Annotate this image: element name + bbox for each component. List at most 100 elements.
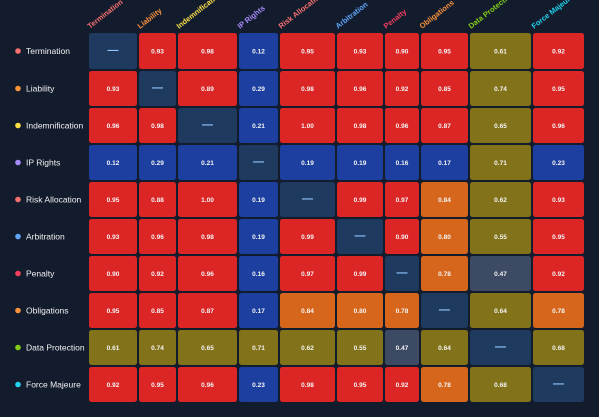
cell-1-9[interactable] bbox=[533, 71, 584, 106]
cell-7-4[interactable] bbox=[280, 293, 335, 328]
cell-4-8[interactable] bbox=[470, 182, 531, 217]
cell-1-7[interactable] bbox=[421, 71, 468, 106]
cell-5-0[interactable] bbox=[89, 219, 137, 254]
cell-7-2[interactable] bbox=[178, 293, 237, 328]
cell-5-9[interactable] bbox=[533, 219, 584, 254]
cell-3-1[interactable] bbox=[139, 145, 176, 180]
cell-6-0[interactable] bbox=[89, 256, 137, 291]
cell-9-1[interactable] bbox=[139, 367, 176, 402]
cell-3-8[interactable] bbox=[470, 145, 531, 180]
cell-8-1[interactable] bbox=[139, 330, 176, 365]
cell-8-2[interactable] bbox=[178, 330, 237, 365]
cell-0-0[interactable] bbox=[89, 33, 137, 69]
cell-6-4[interactable] bbox=[280, 256, 335, 291]
cell-2-9[interactable] bbox=[533, 108, 584, 143]
cell-3-7[interactable] bbox=[421, 145, 468, 180]
cell-7-7[interactable] bbox=[421, 293, 468, 328]
cell-1-5[interactable] bbox=[337, 71, 383, 106]
cell-5-5[interactable] bbox=[337, 219, 383, 254]
cell-2-2[interactable] bbox=[178, 108, 237, 143]
cell-9-7[interactable] bbox=[421, 367, 468, 402]
cell-5-1[interactable] bbox=[139, 219, 176, 254]
cell-2-0[interactable] bbox=[89, 108, 137, 143]
cell-4-6[interactable] bbox=[385, 182, 419, 217]
cell-2-1[interactable] bbox=[139, 108, 176, 143]
cell-3-0[interactable] bbox=[89, 145, 137, 180]
cell-6-3[interactable] bbox=[239, 256, 278, 291]
cell-8-6[interactable] bbox=[385, 330, 419, 365]
cell-0-4[interactable] bbox=[280, 33, 335, 69]
cell-2-5[interactable] bbox=[337, 108, 383, 143]
cell-8-0[interactable] bbox=[89, 330, 137, 365]
cell-8-4[interactable] bbox=[280, 330, 335, 365]
cell-1-4[interactable] bbox=[280, 71, 335, 106]
cell-0-6[interactable] bbox=[385, 33, 419, 69]
cell-3-5[interactable] bbox=[337, 145, 383, 180]
cell-3-3[interactable] bbox=[239, 145, 278, 180]
cell-9-6[interactable] bbox=[385, 367, 419, 402]
cell-9-5[interactable] bbox=[337, 367, 383, 402]
cell-2-8[interactable] bbox=[470, 108, 531, 143]
cell-6-6[interactable] bbox=[385, 256, 419, 291]
cell-3-2[interactable] bbox=[178, 145, 237, 180]
cell-4-2[interactable] bbox=[178, 182, 237, 217]
cell-8-5[interactable] bbox=[337, 330, 383, 365]
cell-9-0[interactable] bbox=[89, 367, 137, 402]
cell-1-8[interactable] bbox=[470, 71, 531, 106]
cell-9-9[interactable] bbox=[533, 367, 584, 402]
cell-2-7[interactable] bbox=[421, 108, 468, 143]
cell-4-0[interactable] bbox=[89, 182, 137, 217]
cell-0-3[interactable] bbox=[239, 33, 278, 69]
cell-4-4[interactable] bbox=[280, 182, 335, 217]
cell-7-9[interactable] bbox=[533, 293, 584, 328]
cell-1-6[interactable] bbox=[385, 71, 419, 106]
cell-5-2[interactable] bbox=[178, 219, 237, 254]
cell-0-9[interactable] bbox=[533, 33, 584, 69]
cell-3-6[interactable] bbox=[385, 145, 419, 180]
cell-6-1[interactable] bbox=[139, 256, 176, 291]
cell-4-3[interactable] bbox=[239, 182, 278, 217]
cell-0-7[interactable] bbox=[421, 33, 468, 69]
cell-8-9[interactable] bbox=[533, 330, 584, 365]
cell-6-8[interactable] bbox=[470, 256, 531, 291]
cell-6-5[interactable] bbox=[337, 256, 383, 291]
cell-8-8[interactable] bbox=[470, 330, 531, 365]
cell-7-0[interactable] bbox=[89, 293, 137, 328]
cell-7-8[interactable] bbox=[470, 293, 531, 328]
cell-0-5[interactable] bbox=[337, 33, 383, 69]
cell-1-2[interactable] bbox=[178, 71, 237, 106]
cell-6-7[interactable] bbox=[421, 256, 468, 291]
cell-1-0[interactable] bbox=[89, 71, 137, 106]
cell-9-8[interactable] bbox=[470, 367, 531, 402]
cell-3-4[interactable] bbox=[280, 145, 335, 180]
cell-5-8[interactable] bbox=[470, 219, 531, 254]
cell-2-6[interactable] bbox=[385, 108, 419, 143]
cell-2-4[interactable] bbox=[280, 108, 335, 143]
cell-2-3[interactable] bbox=[239, 108, 278, 143]
cell-7-5[interactable] bbox=[337, 293, 383, 328]
cell-4-5[interactable] bbox=[337, 182, 383, 217]
cell-8-7[interactable] bbox=[421, 330, 468, 365]
cell-9-4[interactable] bbox=[280, 367, 335, 402]
cell-7-3[interactable] bbox=[239, 293, 278, 328]
cell-8-3[interactable] bbox=[239, 330, 278, 365]
cell-4-1[interactable] bbox=[139, 182, 176, 217]
cell-7-1[interactable] bbox=[139, 293, 176, 328]
cell-0-8[interactable] bbox=[470, 33, 531, 69]
cell-6-9[interactable] bbox=[533, 256, 584, 291]
cell-0-2[interactable] bbox=[178, 33, 237, 69]
cell-4-9[interactable] bbox=[533, 182, 584, 217]
cell-7-6[interactable] bbox=[385, 293, 419, 328]
cell-0-1[interactable] bbox=[139, 33, 176, 69]
cell-5-3[interactable] bbox=[239, 219, 278, 254]
cell-3-9[interactable] bbox=[533, 145, 584, 180]
cell-5-6[interactable] bbox=[385, 219, 419, 254]
cell-5-7[interactable] bbox=[421, 219, 468, 254]
cell-4-7[interactable] bbox=[421, 182, 468, 217]
cell-9-2[interactable] bbox=[178, 367, 237, 402]
cell-6-2[interactable] bbox=[178, 256, 237, 291]
cell-5-4[interactable] bbox=[280, 219, 335, 254]
cell-1-1[interactable] bbox=[139, 71, 176, 106]
cell-9-3[interactable] bbox=[239, 367, 278, 402]
cell-1-3[interactable] bbox=[239, 71, 278, 106]
